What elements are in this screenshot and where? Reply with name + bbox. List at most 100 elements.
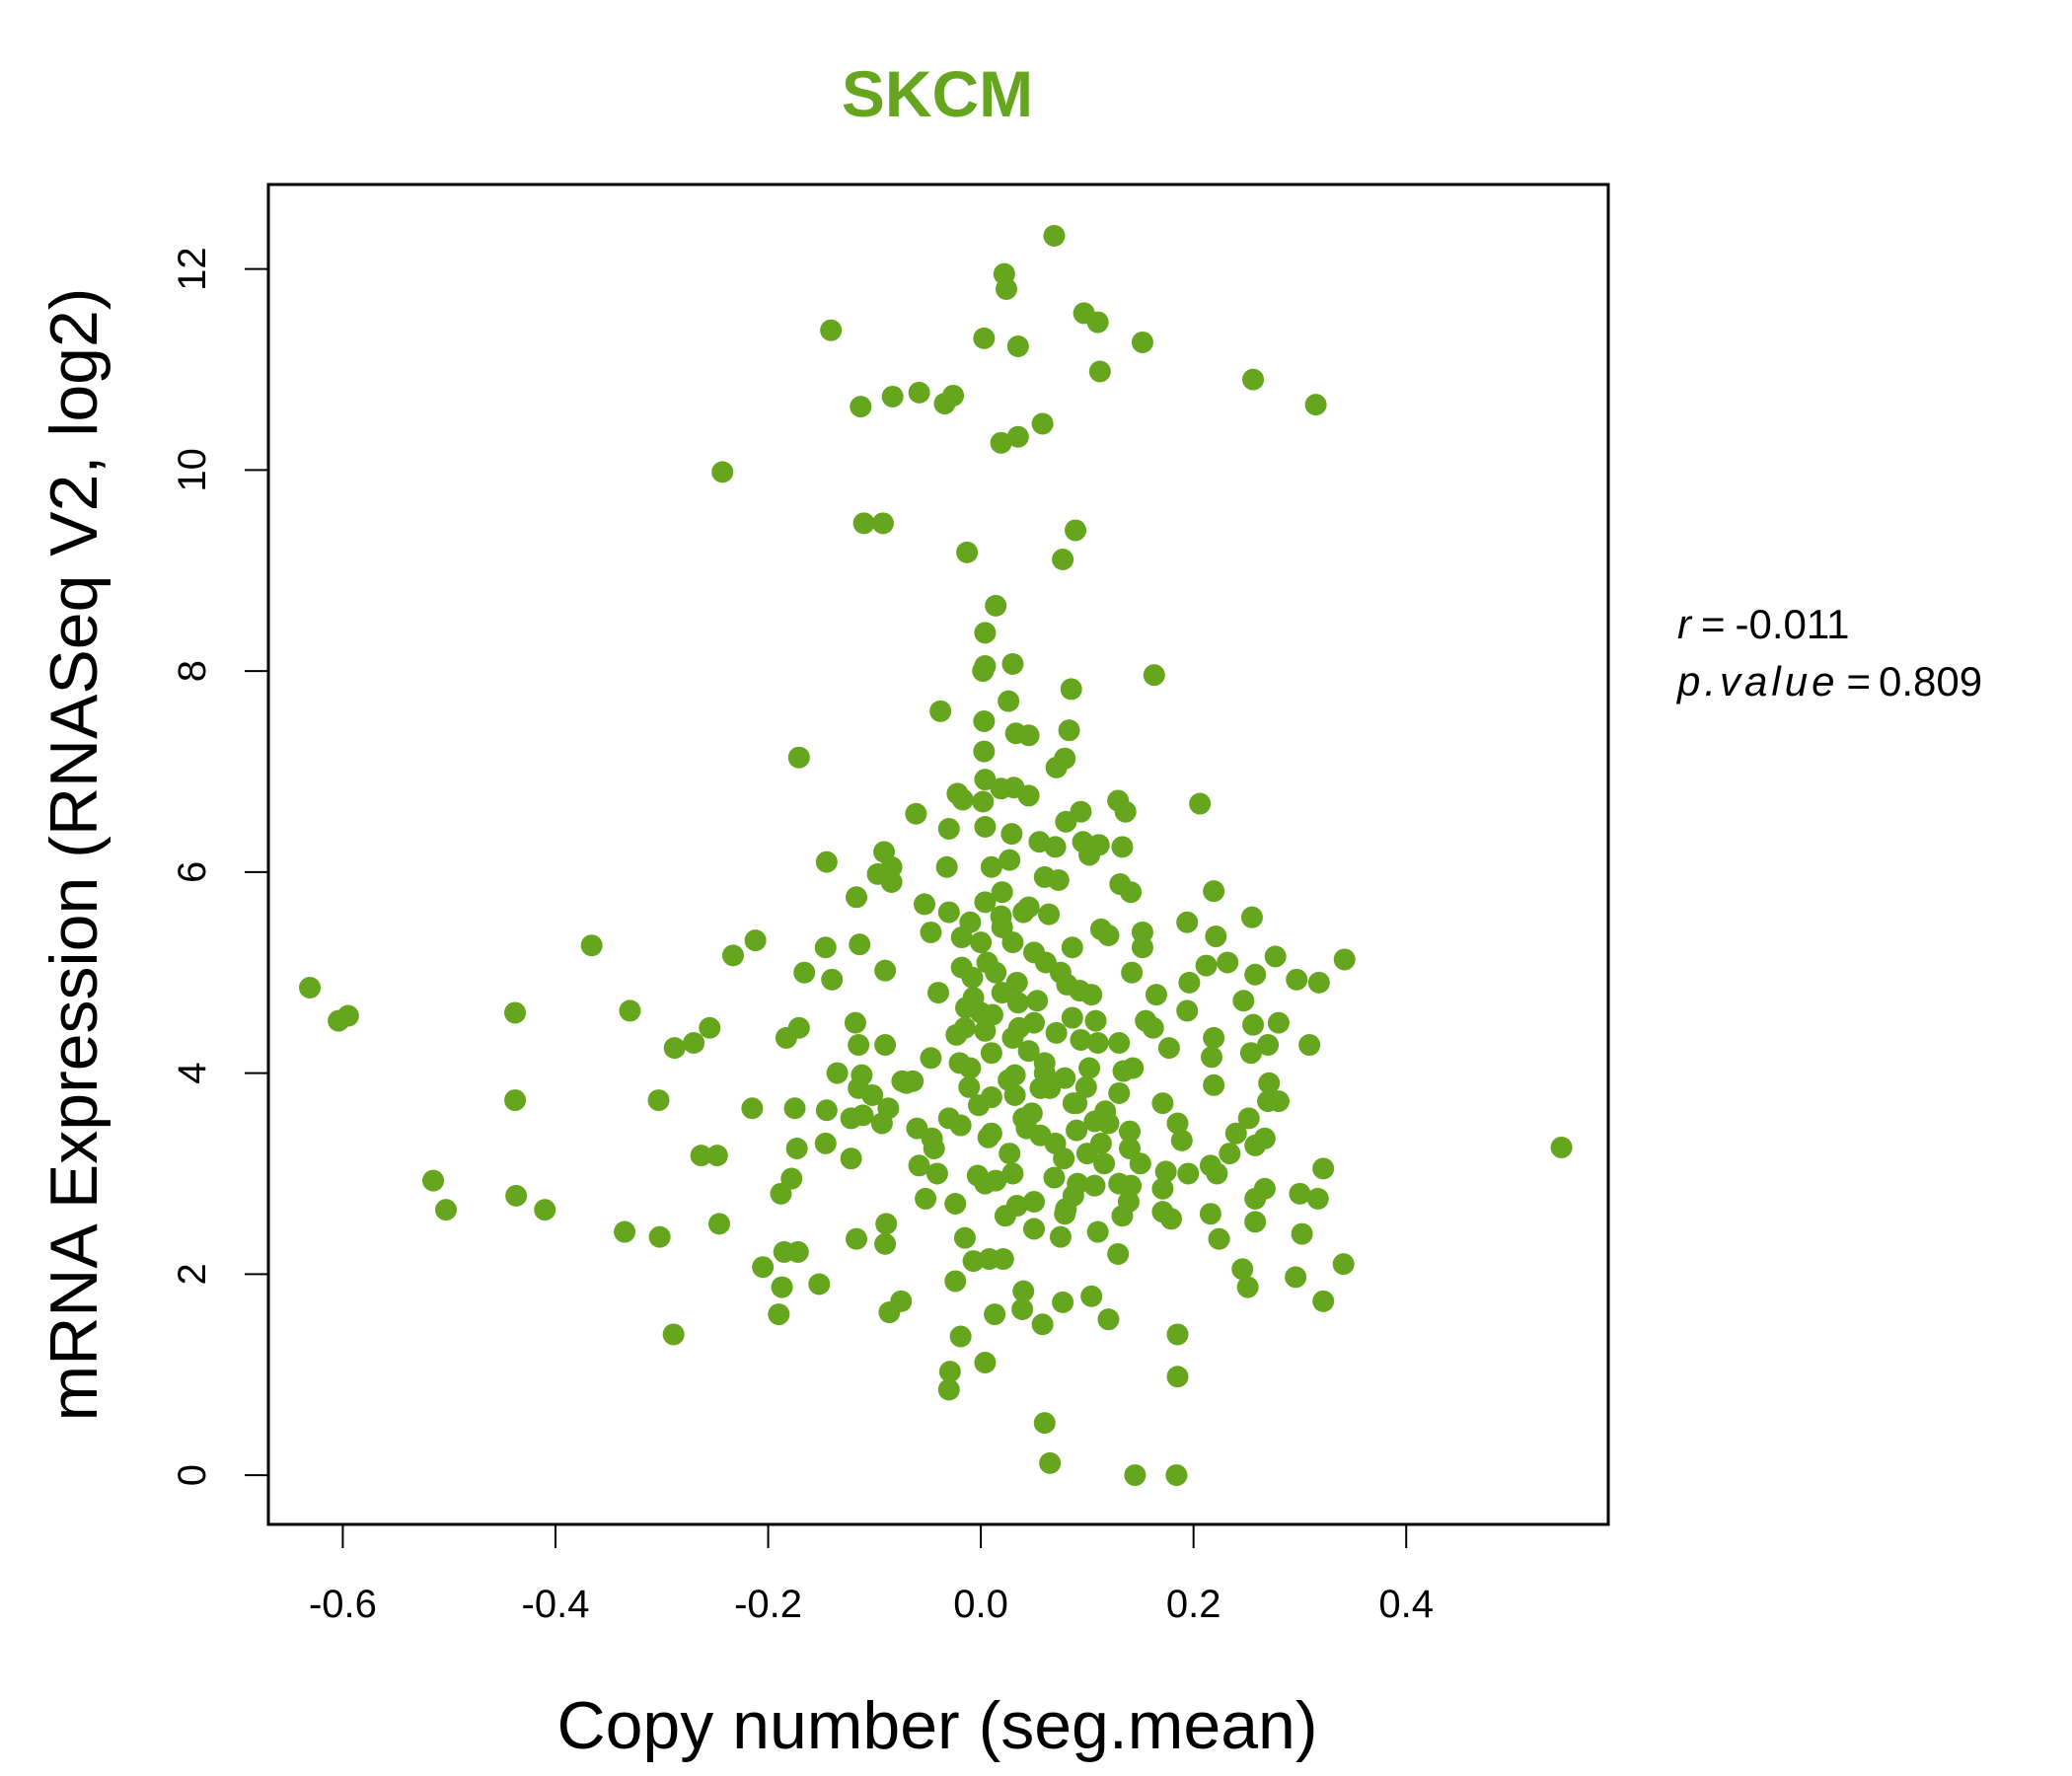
data-point (846, 886, 868, 909)
data-point (1055, 810, 1077, 833)
data-point (992, 1248, 1014, 1271)
data-point (974, 891, 997, 914)
data-point (1006, 335, 1029, 358)
data-point (1124, 1464, 1147, 1487)
data-point (1236, 1276, 1259, 1298)
data-point (1244, 1187, 1267, 1210)
data-point (1001, 1026, 1024, 1049)
data-point (1045, 1021, 1068, 1044)
svg-text:r=-0.011: r = -0.011 (1677, 601, 1850, 647)
data-point (1151, 1177, 1174, 1200)
data-point (995, 277, 1017, 300)
data-point (849, 933, 871, 956)
data-point (752, 1256, 775, 1279)
data-point (915, 1187, 937, 1210)
data-point (648, 1225, 671, 1248)
x-tick-label: -0.2 (734, 1583, 802, 1626)
x-axis: -0.6 -0.4 -0.2 0.0 0.2 0.4 (309, 1523, 1434, 1626)
data-point (1065, 519, 1087, 542)
data-point (1298, 1034, 1321, 1057)
plot-frame (266, 183, 1610, 1526)
data-point (991, 982, 1013, 1004)
data-point (999, 849, 1021, 871)
data-point (534, 1199, 556, 1221)
data-point (826, 1062, 849, 1084)
data-point (1033, 1412, 1056, 1435)
data-point (504, 1089, 527, 1112)
data-point (1031, 412, 1054, 435)
data-point (1086, 311, 1109, 333)
data-point (1012, 1107, 1035, 1130)
data-point (985, 594, 1007, 617)
data-point (1244, 1211, 1267, 1233)
data-point (980, 1122, 1002, 1145)
data-point (504, 1001, 527, 1024)
data-point (848, 1034, 870, 1057)
data-point (699, 1016, 721, 1039)
data-point (881, 385, 904, 407)
data-point (1000, 823, 1023, 846)
data-point (970, 931, 993, 954)
data-point (1031, 1313, 1054, 1336)
data-point (1044, 1132, 1067, 1154)
data-point (951, 788, 974, 811)
data-point (786, 1240, 809, 1263)
data-point (1178, 971, 1201, 994)
data-point (937, 901, 960, 924)
data-point (1012, 1280, 1035, 1302)
data-point (1239, 1042, 1262, 1065)
data-point (913, 893, 935, 916)
data-point (1047, 868, 1070, 891)
data-point (908, 381, 930, 404)
data-point (820, 319, 843, 341)
data-point (1157, 1037, 1180, 1060)
data-point (614, 1221, 636, 1243)
data-point (1084, 1009, 1107, 1032)
data-point (840, 1107, 862, 1130)
data-point (1217, 951, 1239, 974)
data-point (958, 1075, 981, 1098)
data-point (780, 1167, 803, 1190)
data-point (1017, 724, 1040, 747)
data-point (1312, 1157, 1335, 1180)
data-point (741, 1097, 764, 1120)
data-point (505, 1184, 528, 1207)
data-point (1061, 1006, 1083, 1029)
data-point (929, 700, 952, 722)
data-point (846, 1227, 868, 1250)
data-point (991, 881, 1013, 904)
p-value: 0.809 (1879, 658, 1982, 704)
data-point (953, 1226, 976, 1249)
data-point (1165, 1464, 1188, 1487)
x-axis-title: Copy number (seg.mean) (556, 1688, 1317, 1763)
data-point (1166, 1323, 1189, 1346)
data-point (1044, 836, 1067, 858)
data-point (973, 740, 996, 763)
data-point (1023, 1218, 1045, 1240)
data-point (840, 1147, 862, 1170)
data-point (1145, 984, 1167, 1006)
data-point (937, 818, 960, 841)
data-point (1026, 990, 1049, 1012)
data-point (923, 1137, 945, 1159)
data-point (1012, 901, 1035, 924)
data-point (1131, 936, 1153, 959)
x-tick-label: 0.2 (1166, 1583, 1221, 1626)
data-point (1001, 931, 1024, 954)
data-point (1080, 1285, 1103, 1307)
data-point (1307, 971, 1330, 994)
data-point (793, 961, 816, 984)
data-point (1043, 1166, 1066, 1189)
data-point (1242, 1013, 1265, 1036)
data-point (705, 1145, 728, 1167)
stats-annotation: r = -0.011 p.value = 0.809 (1675, 601, 1982, 704)
data-point (580, 934, 603, 957)
data-point (1006, 992, 1029, 1014)
data-point (1080, 984, 1103, 1006)
data-point (1166, 1112, 1189, 1135)
data-point (984, 1303, 1006, 1326)
data-point (870, 1112, 893, 1135)
data-point (871, 512, 894, 535)
data-point (1267, 1011, 1290, 1034)
data-points (299, 224, 1573, 1487)
